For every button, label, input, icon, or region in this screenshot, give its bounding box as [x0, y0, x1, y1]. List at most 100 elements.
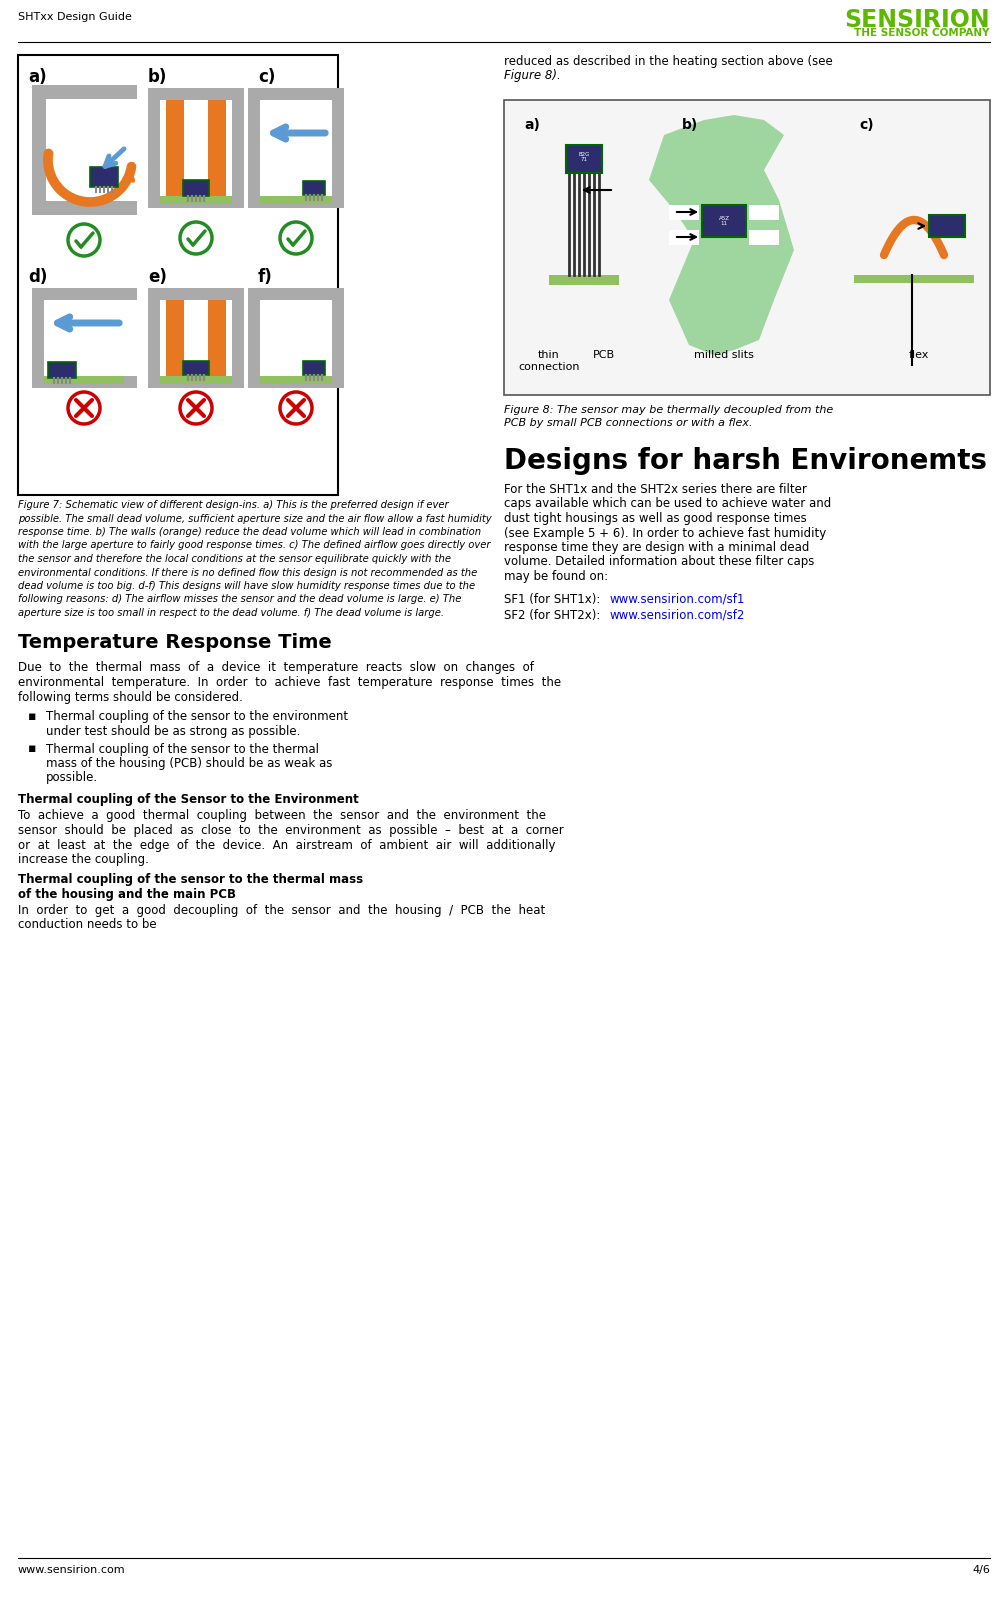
Text: Figure 8).: Figure 8).: [504, 69, 560, 83]
Bar: [148, 300, 160, 376]
Bar: [32, 201, 137, 216]
Text: To  achieve  a  good  thermal  coupling  between  the  sensor  and  the  environ: To achieve a good thermal coupling betwe…: [18, 810, 546, 823]
Bar: [702, 205, 746, 237]
Text: the sensor and therefore the local conditions at the sensor equilibrate quickly : the sensor and therefore the local condi…: [18, 555, 451, 564]
Text: dead volume is too big. d-f) This designs will have slow humidity response times: dead volume is too big. d-f) This design…: [18, 582, 475, 591]
Bar: [160, 376, 232, 384]
Text: SENSIRION: SENSIRION: [845, 8, 990, 32]
Bar: [749, 230, 779, 244]
Circle shape: [280, 222, 312, 254]
Bar: [148, 88, 244, 101]
Text: reduced as described in the heating section above (see: reduced as described in the heating sect…: [504, 54, 833, 69]
Bar: [18, 54, 338, 495]
Bar: [566, 145, 602, 173]
Circle shape: [180, 222, 212, 254]
Bar: [303, 361, 325, 376]
Text: with the large aperture to fairly good response times. c) The defined airflow go: with the large aperture to fairly good r…: [18, 540, 491, 550]
Bar: [854, 275, 974, 283]
Text: A5Z
11: A5Z 11: [719, 216, 730, 227]
Text: 4/6: 4/6: [972, 1564, 990, 1576]
Text: d): d): [28, 268, 47, 286]
Text: www.sensirion.com: www.sensirion.com: [18, 1564, 126, 1576]
Bar: [248, 197, 344, 208]
Bar: [166, 300, 184, 376]
Circle shape: [68, 224, 100, 256]
Bar: [248, 288, 344, 300]
Text: Figure 7: Schematic view of different design-ins. a) This is the preferred desig: Figure 7: Schematic view of different de…: [18, 500, 449, 510]
Bar: [48, 363, 76, 379]
Text: SF1 (for SHT1x):: SF1 (for SHT1x):: [504, 593, 604, 606]
Bar: [160, 197, 232, 205]
Text: environmental  temperature.  In  order  to  achieve  fast  temperature  response: environmental temperature. In order to a…: [18, 676, 561, 689]
Bar: [148, 376, 244, 388]
Text: e): e): [148, 268, 167, 286]
Text: increase the coupling.: increase the coupling.: [18, 853, 149, 866]
Bar: [669, 205, 699, 221]
Bar: [32, 300, 44, 376]
Text: a): a): [524, 118, 540, 133]
Text: response time. b) The walls (orange) reduce the dead volume which will lead in c: response time. b) The walls (orange) red…: [18, 527, 481, 537]
Text: SHTxx Design Guide: SHTxx Design Guide: [18, 13, 132, 22]
Bar: [929, 216, 965, 237]
Text: thin: thin: [538, 350, 559, 360]
Text: under test should be as strong as possible.: under test should be as strong as possib…: [46, 724, 300, 738]
Text: Designs for harsh Environemts: Designs for harsh Environemts: [504, 447, 987, 475]
Text: www.sensirion.com/sf1: www.sensirion.com/sf1: [609, 593, 744, 606]
Bar: [32, 99, 46, 201]
Text: (see Example 5 + 6). In order to achieve fast humidity: (see Example 5 + 6). In order to achieve…: [504, 526, 827, 540]
Text: PCB: PCB: [593, 350, 615, 360]
Text: c): c): [258, 69, 275, 86]
Text: In  order  to  get  a  good  decoupling  of  the  sensor  and  the  housing  /  : In order to get a good decoupling of the…: [18, 904, 545, 917]
Bar: [232, 101, 244, 197]
Text: ▪: ▪: [28, 743, 36, 756]
Bar: [232, 300, 244, 376]
Text: following terms should be considered.: following terms should be considered.: [18, 690, 243, 703]
Text: a): a): [28, 69, 46, 86]
Bar: [504, 101, 990, 395]
Text: b): b): [148, 69, 167, 86]
Bar: [148, 197, 244, 208]
Bar: [32, 85, 137, 99]
Text: aperture size is too small in respect to the dead volume. f) The dead volume is : aperture size is too small in respect to…: [18, 607, 444, 618]
Text: may be found on:: may be found on:: [504, 570, 608, 583]
Text: environmental conditions. If there is no defined flow this design is not recomme: environmental conditions. If there is no…: [18, 567, 477, 577]
Text: response time they are design with a minimal dead: response time they are design with a min…: [504, 542, 809, 555]
Text: Thermal coupling of the Sensor to the Environment: Thermal coupling of the Sensor to the En…: [18, 794, 359, 807]
Text: c): c): [859, 118, 874, 133]
Bar: [148, 288, 244, 300]
Bar: [32, 288, 137, 300]
Bar: [248, 101, 260, 197]
Bar: [332, 101, 344, 197]
Text: dust tight housings as well as good response times: dust tight housings as well as good resp…: [504, 511, 806, 526]
Bar: [44, 376, 124, 384]
Bar: [669, 230, 699, 244]
Text: b): b): [682, 118, 699, 133]
Text: For the SHT1x and the SHT2x series there are filter: For the SHT1x and the SHT2x series there…: [504, 483, 806, 495]
Bar: [90, 168, 118, 187]
Text: PCB by small PCB connections or with a flex.: PCB by small PCB connections or with a f…: [504, 419, 753, 428]
Bar: [248, 300, 260, 376]
Bar: [208, 300, 226, 376]
Text: mass of the housing (PCB) should be as weak as: mass of the housing (PCB) should be as w…: [46, 757, 333, 770]
Text: Thermal coupling of the sensor to the thermal mass: Thermal coupling of the sensor to the th…: [18, 874, 363, 887]
Text: volume. Detailed information about these filter caps: volume. Detailed information about these…: [504, 556, 814, 569]
Text: Due  to  the  thermal  mass  of  a  device  it  temperature  reacts  slow  on  c: Due to the thermal mass of a device it t…: [18, 662, 534, 674]
Text: sensor  should  be  placed  as  close  to  the  environment  as  possible  –  be: sensor should be placed as close to the …: [18, 825, 563, 837]
Bar: [148, 101, 160, 197]
Bar: [32, 376, 137, 388]
Text: www.sensirion.com/sf2: www.sensirion.com/sf2: [609, 609, 744, 622]
Text: caps available which can be used to achieve water and: caps available which can be used to achi…: [504, 497, 832, 510]
Text: Figure 8: The sensor may be thermally decoupled from the: Figure 8: The sensor may be thermally de…: [504, 404, 834, 415]
Text: THE SENSOR COMPANY: THE SENSOR COMPANY: [855, 29, 990, 38]
Text: Thermal coupling of the sensor to the environment: Thermal coupling of the sensor to the en…: [46, 710, 348, 722]
Circle shape: [68, 392, 100, 423]
Bar: [749, 205, 779, 221]
Bar: [303, 181, 325, 195]
Bar: [549, 275, 619, 284]
Text: B2G
71: B2G 71: [579, 152, 590, 163]
Text: flex: flex: [909, 350, 929, 360]
Text: following reasons: d) The airflow misses the sensor and the dead volume is large: following reasons: d) The airflow misses…: [18, 594, 462, 604]
Bar: [208, 101, 226, 197]
Bar: [248, 88, 344, 101]
Text: or  at  least  at  the  edge  of  the  device.  An  airstream  of  ambient  air : or at least at the edge of the device. A…: [18, 839, 555, 852]
